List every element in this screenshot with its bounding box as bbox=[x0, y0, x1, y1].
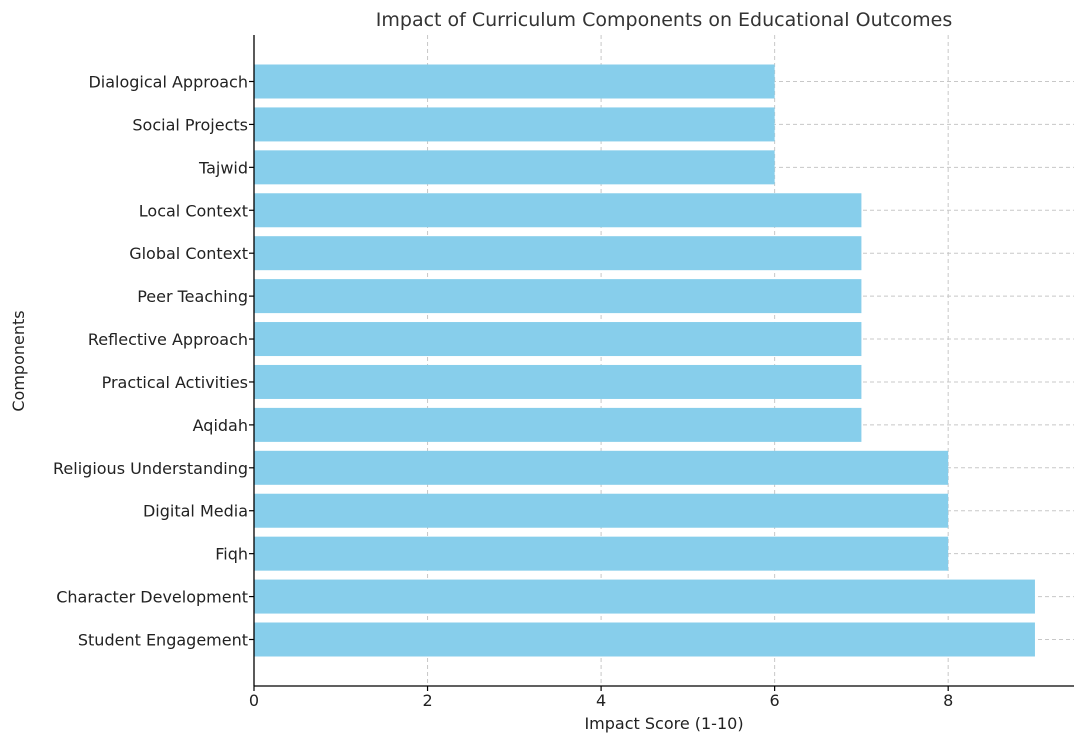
x-tick-label: 6 bbox=[770, 691, 780, 710]
bar bbox=[254, 107, 775, 142]
y-tick-label: Tajwid bbox=[198, 158, 248, 177]
y-axis-ticks: Student Engagement Character Development F… bbox=[53, 73, 254, 650]
y-tick-label: Global Context bbox=[129, 244, 248, 263]
bar bbox=[254, 536, 949, 571]
y-tick-label: Fiqh bbox=[215, 545, 248, 564]
y-axis-label: Components bbox=[9, 310, 28, 411]
y-tick-label: Practical Activities bbox=[102, 373, 248, 392]
y-tick-label: Peer Teaching bbox=[137, 287, 248, 306]
x-tick-label: 0 bbox=[249, 691, 259, 710]
bar bbox=[254, 493, 949, 528]
y-tick-label: Digital Media bbox=[143, 502, 248, 521]
chart-title: Impact of Curriculum Components on Educa… bbox=[376, 9, 952, 31]
x-tick-label: 2 bbox=[422, 691, 432, 710]
bar bbox=[254, 236, 862, 271]
bar bbox=[254, 193, 862, 228]
y-tick-label: Character Development bbox=[56, 588, 248, 607]
bar bbox=[254, 279, 862, 314]
bar bbox=[254, 622, 1035, 657]
y-tick-label: Social Projects bbox=[132, 115, 248, 134]
x-axis-ticks: 0 2 4 6 8 bbox=[249, 686, 953, 710]
y-tick-label: Religious Understanding bbox=[53, 459, 248, 478]
x-tick-label: 4 bbox=[596, 691, 606, 710]
bar bbox=[254, 64, 775, 99]
bar bbox=[254, 364, 862, 399]
y-tick-label: Reflective Approach bbox=[88, 330, 248, 349]
y-tick-label: Aqidah bbox=[193, 416, 248, 435]
bars bbox=[254, 64, 1035, 657]
bar bbox=[254, 322, 862, 357]
y-tick-label: Local Context bbox=[139, 201, 248, 220]
bar bbox=[254, 450, 949, 485]
bar bbox=[254, 407, 862, 442]
bar bbox=[254, 579, 1035, 614]
bar bbox=[254, 150, 775, 185]
x-axis-label: Impact Score (1-10) bbox=[584, 714, 743, 733]
y-tick-label: Student Engagement bbox=[78, 631, 248, 650]
y-tick-label: Dialogical Approach bbox=[88, 73, 248, 92]
x-tick-label: 8 bbox=[943, 691, 953, 710]
